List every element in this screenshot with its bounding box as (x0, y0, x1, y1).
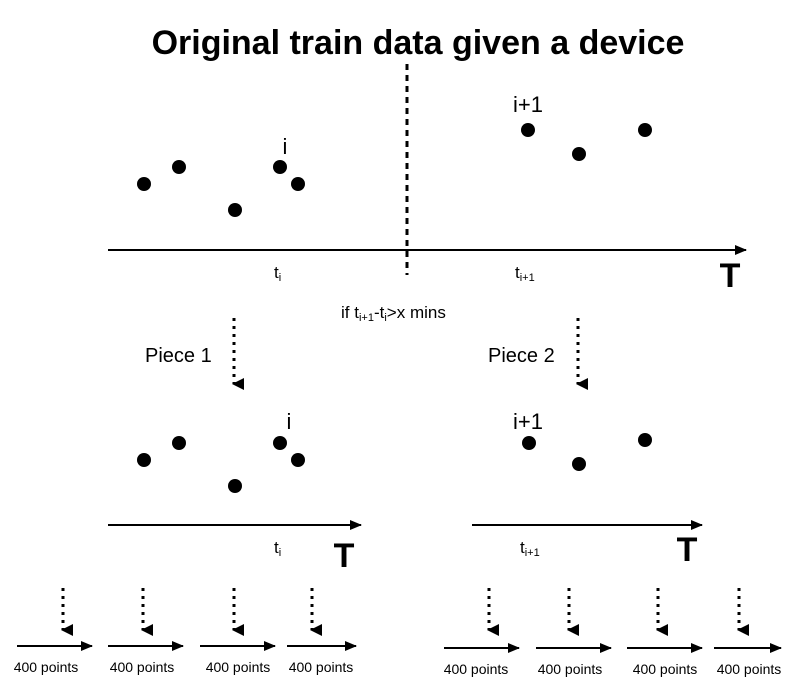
data-point (137, 177, 151, 191)
data-point (572, 147, 586, 161)
tick-t-i: ti (274, 263, 281, 284)
piece-1-timeline: i ti T (108, 409, 362, 575)
data-point (521, 123, 535, 137)
data-point (137, 453, 151, 467)
data-point (273, 436, 287, 450)
piece-2-label-i-plus-1: i+1 (513, 409, 543, 434)
chunks-left: 400 points 400 points 400 points 400 poi… (14, 588, 357, 675)
tick-t-i-plus-1: ti+1 (515, 263, 535, 284)
data-point (172, 436, 186, 450)
data-point (572, 457, 586, 471)
piece-2-tick-t-i-plus-1: ti+1 (520, 538, 540, 559)
piece-1-label: Piece 1 (145, 345, 212, 367)
piece-2-timeline: i+1 ti+1 T (472, 409, 703, 569)
chunk-label: 400 points (633, 661, 698, 677)
data-point (291, 177, 305, 191)
chunks-right: 400 points 400 points 400 points 400 poi… (444, 588, 782, 677)
data-point (638, 433, 652, 447)
data-point (228, 479, 242, 493)
piece-2-label: Piece 2 (488, 345, 555, 367)
chunk-label: 400 points (14, 659, 79, 675)
chunk-label: 400 points (289, 659, 354, 675)
data-point (638, 123, 652, 137)
chunk-label: 400 points (444, 661, 509, 677)
piece-2-axis-label-T: T (677, 531, 698, 569)
chunk-label: 400 points (206, 659, 271, 675)
piece-1-label-i: i (287, 409, 292, 434)
axis-label-T: T (720, 257, 741, 295)
diagram-title: Original train data given a device (152, 24, 685, 62)
data-point (522, 436, 536, 450)
chunk-label: 400 points (110, 659, 175, 675)
piece-1-axis-label-T: T (334, 537, 355, 575)
chunk-label: 400 points (717, 661, 782, 677)
label-i-plus-1: i+1 (513, 92, 543, 117)
data-point (172, 160, 186, 174)
data-point (291, 453, 305, 467)
label-i: i (283, 134, 288, 159)
piece-1-tick-t-i: ti (274, 538, 281, 559)
original-timeline: i i+1 ti ti+1 T (108, 64, 747, 295)
data-point (273, 160, 287, 174)
chunk-label: 400 points (538, 661, 603, 677)
split-condition: if ti+1-ti>x mins (341, 303, 446, 324)
data-point (228, 203, 242, 217)
